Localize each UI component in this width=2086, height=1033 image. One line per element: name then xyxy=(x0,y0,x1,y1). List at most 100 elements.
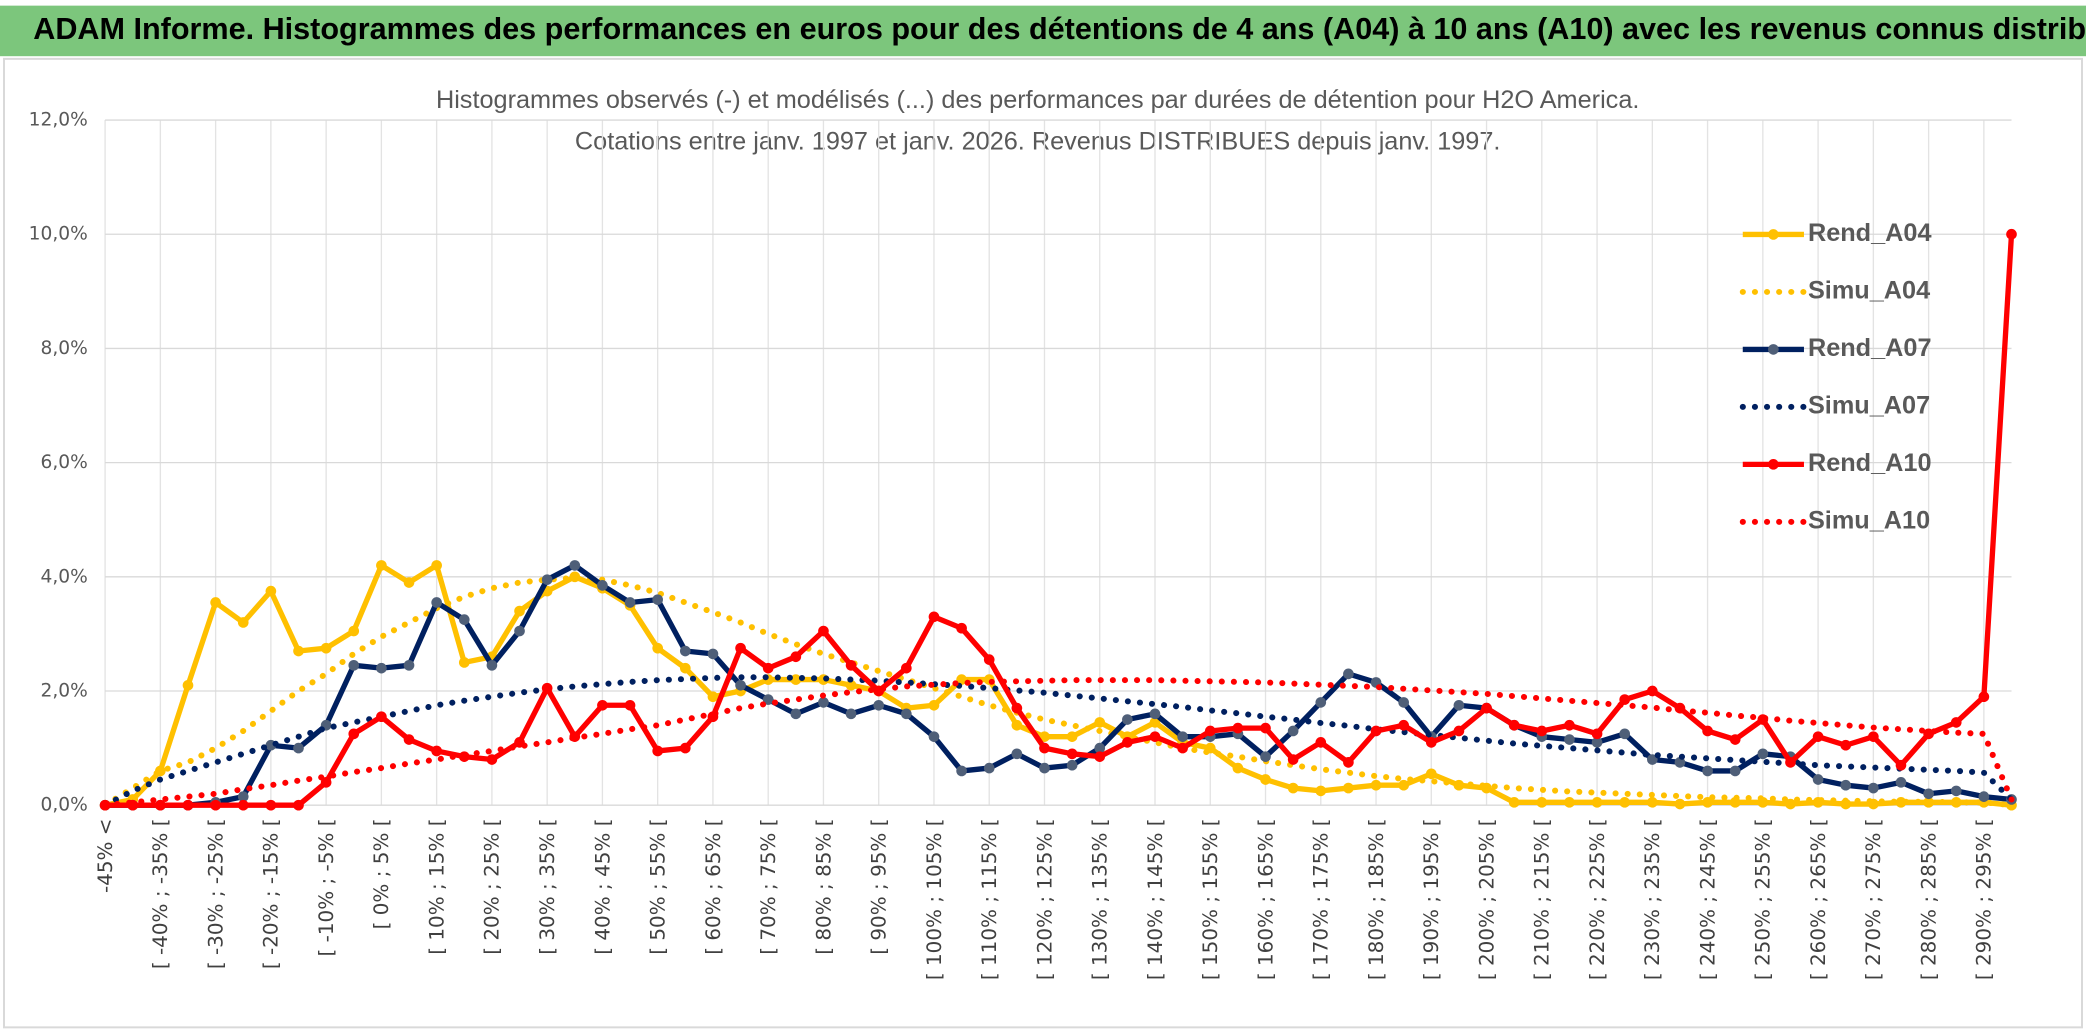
legend-label: Rend_A04 xyxy=(1808,219,1932,247)
point xyxy=(597,699,608,711)
point xyxy=(679,662,691,674)
point xyxy=(1011,719,1023,731)
point xyxy=(956,674,967,685)
point xyxy=(1840,739,1852,751)
point xyxy=(1591,728,1603,740)
x-tick-label: [ 260% ; 265% [ xyxy=(1806,818,1830,980)
point xyxy=(458,657,470,668)
x-tick-label: [ 50% ; 55% [ xyxy=(646,818,670,954)
point xyxy=(155,799,166,811)
x-tick-label: [ 10% ; 15% [ xyxy=(424,818,448,954)
point xyxy=(845,659,857,671)
point xyxy=(1757,748,1769,760)
series-line xyxy=(104,562,2012,808)
legend-label: Rend_A07 xyxy=(1808,334,1932,362)
point xyxy=(762,694,774,705)
point xyxy=(1011,702,1023,714)
point xyxy=(1453,725,1465,737)
point xyxy=(237,791,249,802)
point xyxy=(1978,691,1990,703)
point xyxy=(1315,737,1327,748)
legend-label: Rend_A10 xyxy=(1808,449,1932,477)
point xyxy=(1674,798,1686,810)
point xyxy=(541,574,553,585)
point xyxy=(790,651,802,663)
x-tick-label: [ 140% ; 145% [ xyxy=(1143,818,1167,980)
point xyxy=(1287,725,1299,737)
point xyxy=(1647,685,1658,697)
x-tick-label: [ 180% ; 185% [ xyxy=(1364,818,1388,980)
point xyxy=(983,654,995,665)
point xyxy=(486,754,498,765)
point xyxy=(1619,797,1631,808)
point xyxy=(1840,779,1852,791)
point xyxy=(1591,797,1603,808)
point xyxy=(928,611,940,623)
point xyxy=(348,728,360,740)
point xyxy=(707,648,719,660)
x-tick-label: [ -40% ; -35% [ xyxy=(148,818,172,969)
point xyxy=(1868,731,1879,742)
point xyxy=(293,645,304,657)
point xyxy=(679,645,691,657)
point xyxy=(1702,765,1713,777)
point xyxy=(1398,697,1409,708)
point xyxy=(1619,694,1631,705)
legend-label: Simu_A10 xyxy=(1808,506,1930,534)
point xyxy=(2006,228,2017,240)
point xyxy=(1039,731,1050,742)
point xyxy=(1785,757,1796,768)
point xyxy=(237,617,249,628)
point xyxy=(1812,774,1824,785)
point xyxy=(348,659,360,671)
point xyxy=(1260,774,1271,785)
point xyxy=(293,799,304,811)
point xyxy=(1729,734,1741,745)
point xyxy=(901,662,912,674)
x-tick-label: [ 230% ; 235% [ xyxy=(1640,818,1664,980)
x-tick-label: [ 200% ; 205% [ xyxy=(1474,818,1498,980)
point xyxy=(818,697,829,708)
point xyxy=(320,777,332,788)
series-line xyxy=(102,674,2015,809)
point xyxy=(735,642,746,654)
point xyxy=(873,699,885,711)
point xyxy=(1260,751,1271,762)
x-tick-label: [ 20% ; 25% [ xyxy=(480,818,504,954)
point xyxy=(1177,742,1188,754)
point xyxy=(431,560,442,571)
point xyxy=(1149,731,1161,742)
point xyxy=(1039,762,1050,774)
chart-border xyxy=(2,57,2084,1029)
point xyxy=(1149,717,1161,728)
x-tick-label: [ 290% ; 295% [ xyxy=(1972,818,1996,980)
x-tick-label: [ 210% ; 215% [ xyxy=(1530,818,1554,980)
point xyxy=(1950,717,1962,728)
point xyxy=(707,691,719,703)
point xyxy=(1066,759,1078,771)
legend-marker xyxy=(1768,344,1779,355)
point xyxy=(265,585,277,597)
point xyxy=(845,679,857,691)
point xyxy=(1785,798,1796,810)
x-tick-label: [ 190% ; 195% [ xyxy=(1419,818,1443,980)
point xyxy=(1370,725,1382,737)
y-tick-label: 6,0% xyxy=(41,452,88,473)
x-tick-label: [ 280% ; 285% [ xyxy=(1916,818,1940,980)
x-tick-label: [ -10% ; -5% [ xyxy=(314,818,338,956)
y-tick-label: 10,0% xyxy=(29,224,88,245)
legend-marker xyxy=(1768,229,1779,240)
point xyxy=(901,708,912,720)
x-tick-label: [ 160% ; 165% [ xyxy=(1253,818,1277,980)
point xyxy=(1508,719,1520,731)
point xyxy=(928,699,940,711)
point xyxy=(1564,719,1575,731)
point xyxy=(376,662,387,674)
y-tick-label: 0,0% xyxy=(41,795,88,816)
x-tick-label: [ 60% ; 65% [ xyxy=(701,818,725,954)
point xyxy=(1453,699,1465,711)
x-tick-label: [ 270% ; 275% [ xyxy=(1861,818,1885,980)
point xyxy=(1868,782,1879,794)
point xyxy=(652,594,663,605)
